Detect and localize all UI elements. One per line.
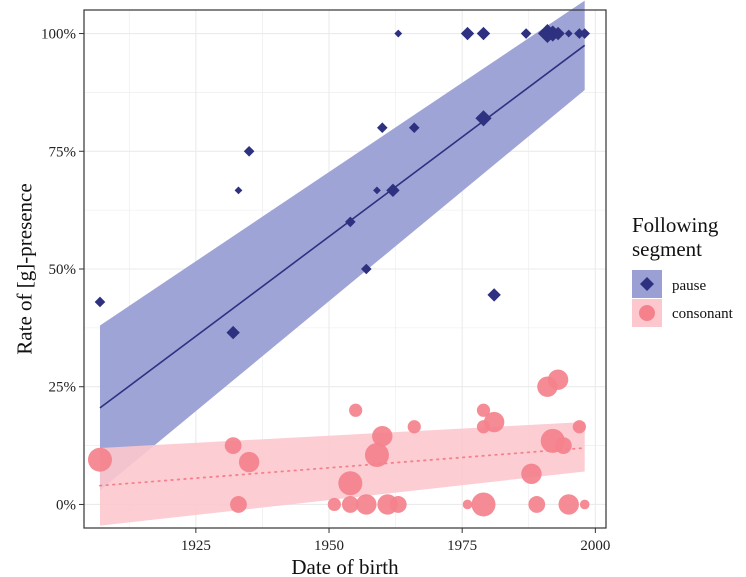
- legend-key-pause-diamond: [640, 277, 654, 291]
- point-pause-11: [460, 26, 475, 41]
- point-pause-9: [394, 29, 403, 38]
- point-consonant-5: [338, 471, 363, 496]
- point-consonant-12: [389, 496, 407, 513]
- point-consonant-24: [554, 437, 572, 454]
- point-pause-15: [520, 28, 532, 39]
- confidence-band-pause: [99, 0, 585, 491]
- point-consonant-3: [238, 451, 260, 473]
- data-points: [87, 24, 590, 517]
- trend-line-consonant: [99, 447, 586, 487]
- point-consonant-19: [521, 463, 542, 485]
- point-consonant-7: [349, 403, 363, 417]
- point-pause-2: [234, 186, 243, 195]
- point-consonant-2: [230, 496, 247, 513]
- point-pause-18: [551, 26, 565, 41]
- point-consonant-0: [87, 447, 112, 472]
- point-consonant-25: [558, 494, 579, 515]
- point-pause-5: [361, 263, 372, 275]
- point-consonant-10: [372, 425, 393, 447]
- point-pause-19: [564, 29, 573, 38]
- point-pause-1: [226, 325, 240, 340]
- point-consonant-14: [462, 499, 473, 510]
- point-pause-7: [376, 122, 388, 134]
- point-pause-6: [373, 186, 381, 195]
- point-pause-13: [475, 110, 492, 127]
- trend-line-pause: [99, 44, 586, 409]
- point-consonant-15: [476, 403, 491, 417]
- point-pause-0: [94, 296, 106, 308]
- axis-ticks: 1925 1950 1975 2000 0% 25% 50% 75% 100%: [41, 27, 610, 554]
- y-tick-label-2: 50%: [49, 262, 77, 278]
- point-pause-21: [579, 28, 590, 39]
- point-pause-3: [243, 145, 255, 157]
- point-pause-4: [345, 216, 356, 228]
- y-tick-label-1: 25%: [49, 380, 77, 396]
- legend-title-line-1: Following: [632, 213, 719, 237]
- legend: Following segment pause consonant: [632, 213, 734, 327]
- point-consonant-1: [224, 437, 242, 454]
- x-axis-title: Date of birth: [291, 555, 399, 577]
- legend-title-line-2: segment: [632, 237, 702, 261]
- x-tick-label-2: 1975: [447, 538, 477, 554]
- y-tick-label-3: 75%: [49, 144, 77, 160]
- y-tick-label-4: 100%: [41, 27, 76, 43]
- point-pause-10: [408, 122, 420, 134]
- legend-label-pause: pause: [672, 278, 706, 294]
- trend-lines: [99, 44, 586, 487]
- legend-key-pause: [632, 270, 662, 298]
- legend-label-consonant: consonant: [672, 306, 734, 322]
- point-consonant-23: [547, 369, 569, 390]
- point-consonant-6: [341, 496, 359, 513]
- point-consonant-27: [579, 499, 590, 510]
- y-tick-label-0: 0%: [56, 497, 76, 513]
- x-tick-label-0: 1925: [181, 538, 211, 554]
- point-consonant-26: [572, 420, 586, 434]
- point-consonant-18: [483, 411, 505, 433]
- y-axis-title: Rate of [g]-presence: [12, 183, 36, 354]
- point-pause-8: [386, 183, 400, 198]
- point-consonant-4: [327, 497, 341, 512]
- point-consonant-13: [407, 420, 421, 434]
- point-consonant-17: [471, 492, 496, 517]
- x-tick-label-3: 2000: [580, 538, 610, 554]
- confidence-bands: [99, 0, 585, 526]
- confidence-band-consonant: [99, 422, 585, 526]
- point-pause-20: [574, 28, 585, 39]
- point-pause-14: [487, 288, 501, 302]
- legend-key-consonant-circle: [639, 305, 655, 321]
- point-consonant-20: [528, 496, 546, 513]
- x-tick-label-1: 1950: [314, 538, 344, 554]
- point-consonant-8: [356, 494, 377, 515]
- point-consonant-9: [364, 443, 389, 468]
- legend-key-consonant: [632, 299, 662, 327]
- point-pause-12: [476, 26, 491, 41]
